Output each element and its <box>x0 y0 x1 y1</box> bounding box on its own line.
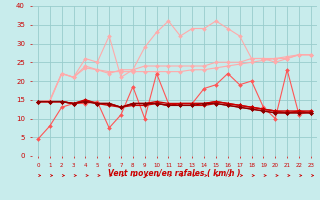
X-axis label: Vent moyen/en rafales ( km/h ): Vent moyen/en rafales ( km/h ) <box>108 169 241 178</box>
